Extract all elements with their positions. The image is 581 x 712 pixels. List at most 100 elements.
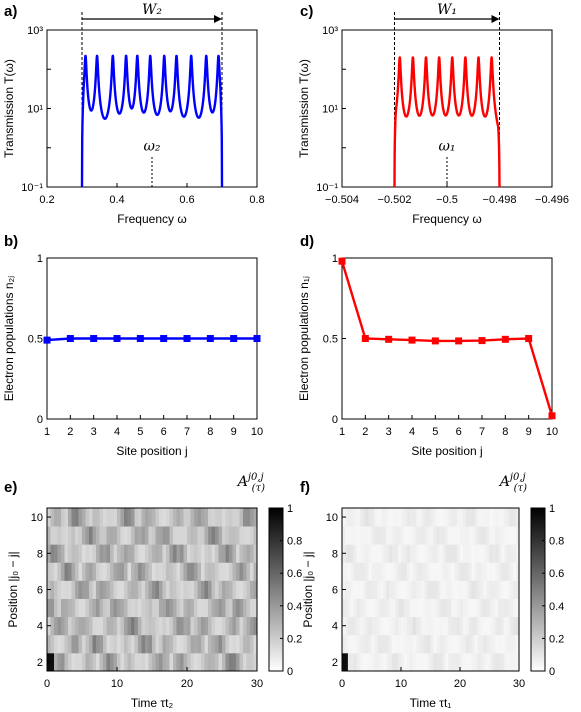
panel-e-heatmap-cell: [54, 616, 58, 636]
panel-e-heatmap-cell: [152, 634, 156, 654]
panel-f-heatmap-cell: [460, 562, 464, 581]
panel-e-heatmap-cell: [211, 544, 216, 563]
panel-e-heatmap-cell: [239, 508, 244, 527]
panel-f-heatmap-cell: [344, 580, 349, 599]
panel-e-heatmap-cell: [176, 598, 181, 618]
panel-f-heatmap-cell: [424, 652, 428, 672]
panel-e-heatmap-cell: [173, 508, 177, 527]
panel-e-heatmap-cell: [82, 508, 86, 527]
panel-f-heatmap-cell: [365, 652, 369, 672]
panel-e-heatmap-cell: [127, 634, 132, 654]
panel-f-heatmap-cell: [421, 562, 425, 581]
panel-d-population-marker: [385, 335, 393, 343]
panel-e-heatmap-cell: [232, 544, 237, 563]
panel-f-heatmap-cell: [495, 526, 499, 545]
panel-e-heatmap-cell: [99, 616, 104, 636]
panel-e-heatmap-cell: [82, 580, 86, 599]
panel-f-heatmap-cell: [445, 634, 449, 654]
panel-c-axes-frame: [341, 29, 553, 188]
panel-e-heatmap-cell: [127, 580, 132, 599]
panel-e-heatmap-cell: [106, 508, 111, 527]
panel-e-heatmap-cell: [92, 652, 97, 672]
panel-f-heatmap-cell: [362, 580, 366, 599]
panel-f-heatmap-cell: [442, 580, 446, 599]
panel-f-heatmap-cell: [495, 562, 499, 581]
panel-e-heatmap-cell: [75, 562, 79, 581]
panel-e-heatmap-cell: [159, 526, 163, 545]
panel-f-heatmap-cell: [374, 652, 378, 672]
panel-e-y-tick-label: 6: [37, 585, 43, 597]
panel-f-x-tick-label: 0: [339, 678, 345, 690]
panel-e-heatmap-cell: [96, 634, 100, 654]
panel-e-heatmap-cell: [54, 580, 58, 599]
panel-f-heatmap-cell: [380, 598, 384, 618]
panel-f-heatmap-cell: [513, 598, 517, 618]
panel-f-heatmap-cell: [471, 526, 476, 545]
panel-f-heatmap-cell: [486, 652, 490, 672]
panel-f-heatmap-cell: [477, 508, 482, 527]
panel-e-heatmap-cell: [131, 580, 135, 599]
panel-f-heatmap-cell: [498, 508, 502, 527]
panel-e-heatmap-cell: [54, 598, 58, 618]
panel-e-heatmap-cell: [166, 598, 170, 618]
panel-e-heatmap-cell: [187, 526, 191, 545]
panel-e-heatmap-cell: [89, 544, 93, 563]
panel-f-colorbar-tick-label: 0.4: [549, 601, 564, 613]
panel-f-heatmap-cell: [504, 580, 508, 599]
panel-e-heatmap-cell: [110, 544, 114, 563]
panel-e-heatmap-cell: [215, 652, 219, 672]
panel-e-heatmap-cell: [155, 580, 160, 599]
panel-e-heatmap-cell: [145, 526, 149, 545]
panel-f-heatmap-cell: [433, 652, 437, 672]
panel-e-heatmap-cell: [64, 598, 69, 618]
panel-f-heatmap-cell: [374, 508, 378, 527]
panel-f-heatmap-cell: [439, 616, 443, 636]
panel-e-heatmap-cell: [232, 598, 237, 618]
panel-e-heatmap-cell: [120, 562, 125, 581]
panel-f-heatmap-cell: [380, 652, 384, 672]
panel-e-heatmap-cell: [176, 508, 181, 527]
panel-a-transmission-curve: [80, 54, 224, 188]
panel-f-heatmap-cell: [353, 634, 358, 654]
panel-e-heatmap-cell: [176, 652, 181, 672]
panel-f-heatmap-cell: [409, 598, 414, 618]
panel-f-heatmap-cell: [436, 562, 440, 581]
panel-e-heatmap-cell: [218, 526, 223, 545]
panel-f-heatmap-cell: [392, 526, 396, 545]
panel-e-heatmap-cell: [106, 562, 111, 581]
panel-f-heatmap-cell: [395, 634, 399, 654]
panel-e-heatmap-cell: [75, 544, 79, 563]
panel-f-heatmap-cell: [418, 562, 423, 581]
panel-e-heatmap-cell: [85, 544, 90, 563]
panel-e-heatmap-cell: [106, 544, 111, 563]
panel-label-d: d): [300, 233, 314, 250]
panel-e-heatmap-cell: [204, 580, 209, 599]
panel-e-heatmap-cell: [236, 652, 240, 672]
panel-f-heatmap-cell: [477, 616, 482, 636]
panel-e-heatmap-cell: [145, 634, 149, 654]
panel-f-heatmap-cell: [392, 562, 396, 581]
panel-f-colorbar-tick-label: 1: [549, 503, 555, 515]
panel-e-heatmap-cell: [173, 652, 177, 672]
panel-e-heatmap-cell: [239, 544, 244, 563]
panel-b-x-tick-label: 5: [137, 426, 143, 438]
panel-f-heatmap-cell: [401, 616, 405, 636]
panel-e-heatmap-cell: [120, 580, 125, 599]
panel-e-heatmap-cell: [75, 580, 79, 599]
panel-e-colorbar-tick-label: 0.2: [287, 633, 302, 645]
panel-f-heatmap-cell: [371, 580, 375, 599]
panel-f-heatmap-cell: [504, 598, 508, 618]
panel-e-heatmap-cell: [68, 526, 72, 545]
panel-e-heatmap-cell: [243, 562, 247, 581]
panel-e-heatmap-cell: [250, 616, 254, 636]
panel-e-heatmap-cell: [236, 508, 240, 527]
panel-f-heatmap-cell: [403, 634, 408, 654]
panel-e-heatmap-cell: [159, 598, 163, 618]
panel-e-heatmap-cell: [232, 580, 237, 599]
panel-e-heatmap-cell: [89, 634, 93, 654]
panel-f-heatmap-cell: [480, 526, 484, 545]
panel-e-heatmap-cell: [138, 598, 142, 618]
panel-f-heatmap-cell: [389, 562, 393, 581]
panel-f-heatmap-cell: [418, 580, 423, 599]
panel-e-heatmap-cell: [187, 508, 191, 527]
